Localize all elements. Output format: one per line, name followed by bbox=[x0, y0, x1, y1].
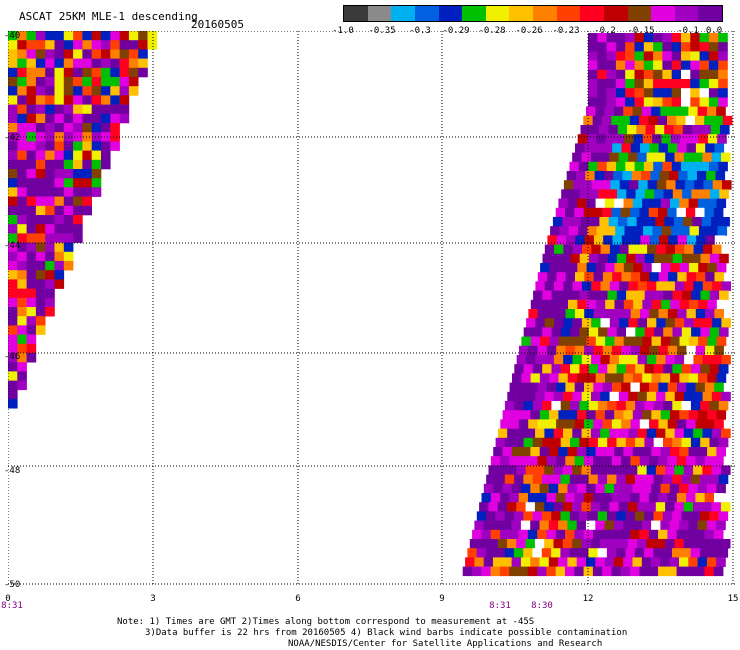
latitude-label: -44 bbox=[4, 241, 21, 251]
latitude-label: -50 bbox=[4, 580, 21, 590]
color-swatch bbox=[367, 6, 392, 21]
color-swatch bbox=[391, 6, 415, 21]
color-swatch bbox=[533, 6, 557, 21]
x-tick-label: 0 bbox=[5, 594, 11, 604]
note-line-3: NOAA/NESDIS/Center for Satellite Applica… bbox=[288, 639, 603, 649]
color-swatch bbox=[580, 6, 604, 21]
swath-cells bbox=[8, 31, 733, 577]
color-swatch bbox=[698, 6, 722, 21]
color-swatch bbox=[674, 6, 699, 21]
latitude-label: -42 bbox=[4, 133, 21, 143]
color-swatch bbox=[462, 6, 486, 21]
color-scale-label: -0.35 bbox=[368, 26, 396, 36]
x-tick-label: 15 bbox=[727, 594, 739, 604]
time-label: 8:31 bbox=[1, 601, 23, 611]
latitude-label: -46 bbox=[4, 352, 21, 362]
color-scale-label: -0.1 bbox=[677, 26, 699, 36]
color-swatch bbox=[651, 6, 675, 21]
time-label: 8:31 bbox=[489, 601, 511, 611]
time-label: 8:30 bbox=[531, 601, 553, 611]
note-line-1: Note: 1) Times are GMT 2)Times along bot… bbox=[117, 617, 535, 627]
color-swatch bbox=[509, 6, 533, 21]
latitude-label: -48 bbox=[4, 466, 21, 476]
color-swatch bbox=[603, 6, 628, 21]
swath-map bbox=[8, 31, 735, 586]
note-line-2: 3)Data buffer is 22 hrs from 20160505 4)… bbox=[145, 628, 628, 638]
x-tick-label: 6 bbox=[295, 594, 301, 604]
map-title: ASCAT 25KM MLE-1 descending bbox=[19, 10, 198, 23]
latitude-label: -40 bbox=[4, 31, 21, 41]
color-swatch bbox=[438, 6, 463, 21]
color-swatch bbox=[556, 6, 581, 21]
x-tick-label: 12 bbox=[582, 594, 594, 604]
color-scale-bar bbox=[343, 5, 723, 22]
x-tick-label: 3 bbox=[150, 594, 156, 604]
color-swatch bbox=[485, 6, 510, 21]
map-date: 20160505 bbox=[191, 18, 244, 31]
color-scale-label: -0.26 bbox=[515, 26, 543, 36]
x-tick-label: 9 bbox=[439, 594, 445, 604]
color-swatch bbox=[627, 6, 652, 21]
color-swatch bbox=[344, 6, 368, 21]
color-swatch bbox=[414, 6, 439, 21]
color-scale-label: -1.0 bbox=[332, 26, 354, 36]
graticule bbox=[8, 31, 735, 586]
